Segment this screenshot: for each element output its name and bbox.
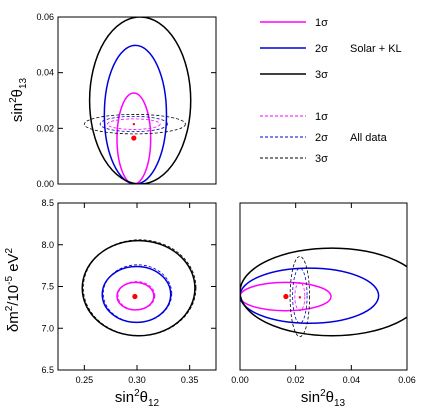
top-left-best-fit-point [131, 135, 137, 141]
bottom-left-all-data-contour-2sigma [102, 264, 173, 323]
panel-bottom-right-frame [239, 202, 408, 371]
bottom-right-solar-kl-contour-1sigma [240, 281, 332, 312]
bottom-right-all-data-best-fit-point [298, 296, 302, 299]
contours-top-left [83, 17, 192, 184]
bottom-right-xtick-label-2: 0.04 [343, 375, 361, 385]
bottom-left-ytick-label-0: 6.5 [41, 365, 54, 375]
legend-solar-kl-title: Solar + KL [350, 43, 402, 55]
top-left-ytick-label-2: 0.04 [36, 68, 54, 78]
bottom-left-best-fit-point [132, 293, 138, 300]
bottom-right-xtick-label-1: 0.02 [287, 375, 305, 385]
top-left-ytick-label-3: 0.06 [36, 12, 54, 22]
bottom-right-xlabel: sin2θ13 [301, 388, 346, 409]
bottom-left-all-data-contour-3sigma [82, 239, 197, 337]
bottom-right-solar-kl-contour-2sigma [240, 267, 380, 324]
panel-top-left-frame [57, 16, 217, 185]
legend-all-2sigma-label: 2σ [315, 132, 328, 144]
legend-all-1sigma-label: 1σ [315, 111, 328, 123]
top-left-solar-kl-contour-2sigma [103, 44, 168, 184]
top-left-all-data-contour-1sigma [107, 118, 161, 130]
legend-all-3sigma-label: 3σ [315, 153, 328, 165]
top-left-ytick-label-0: 0.00 [36, 179, 54, 189]
top-left-all-data-best-fit-point [132, 122, 136, 126]
bottom-left-ytick-label-2: 7.5 [41, 282, 54, 292]
legend-solar-1sigma-label: 1σ [315, 17, 328, 29]
bottom-right-all-data-contour-3sigma [289, 256, 310, 338]
top-left-all-data-contour-3sigma [83, 114, 186, 135]
bottom-left-ytick-label-3: 8.0 [41, 240, 54, 250]
legend: 1σ 2σ 3σ Solar + KL 1σ 2σ 3σ All data [260, 17, 402, 165]
bottom-left-ytick-label-1: 7.0 [41, 323, 54, 333]
contours-bottom-left [81, 239, 197, 337]
bottom-left-ytick-label-4: 8.5 [41, 198, 54, 208]
bottom-left-ylabel: δm2/10-5 eV2 [4, 247, 22, 332]
top-left-all-data-contour-2sigma [99, 115, 168, 133]
legend-solar-3sigma-label: 3σ [315, 69, 328, 81]
top-left-ytick-label-1: 0.02 [36, 123, 54, 133]
bottom-right-all-data-contour-1sigma [294, 281, 306, 312]
bottom-right-solar-kl-contour-3sigma [240, 247, 407, 337]
bottom-right-xtick-label-0: 0.00 [231, 375, 249, 385]
legend-solar-2sigma-label: 2σ [315, 43, 328, 55]
top-left-solar-kl-contour-3sigma [88, 17, 192, 184]
bottom-left-solar-kl-contour-3sigma [81, 239, 196, 337]
bottom-left-xlabel: sin2θ12 [115, 388, 160, 409]
panel-bottom-right: 0.00 0.02 0.04 0.06 [231, 203, 416, 385]
bottom-left-xtick-label-0: 0.25 [76, 375, 94, 385]
bottom-right-best-fit-point [283, 293, 289, 300]
panel-bottom-left: 0.25 0.30 0.35 6.5 7.0 7.5 8.0 8.5 [41, 198, 216, 385]
bottom-left-xtick-label-2: 0.35 [181, 375, 199, 385]
top-left-ylabel: sin2θ13 [8, 77, 29, 122]
bottom-right-all-data-contour-2sigma [292, 267, 308, 324]
legend-all-data-title: All data [350, 132, 388, 144]
panel-top-left: 0.00 0.02 0.04 0.06 [36, 12, 216, 189]
bottom-left-xtick-label-1: 0.30 [128, 375, 146, 385]
contours-bottom-right [240, 247, 407, 338]
bottom-right-xtick-label-3: 0.06 [398, 375, 416, 385]
bottom-left-solar-kl-contour-2sigma [101, 265, 172, 324]
bottom-left-all-data-contour-1sigma [117, 281, 156, 311]
